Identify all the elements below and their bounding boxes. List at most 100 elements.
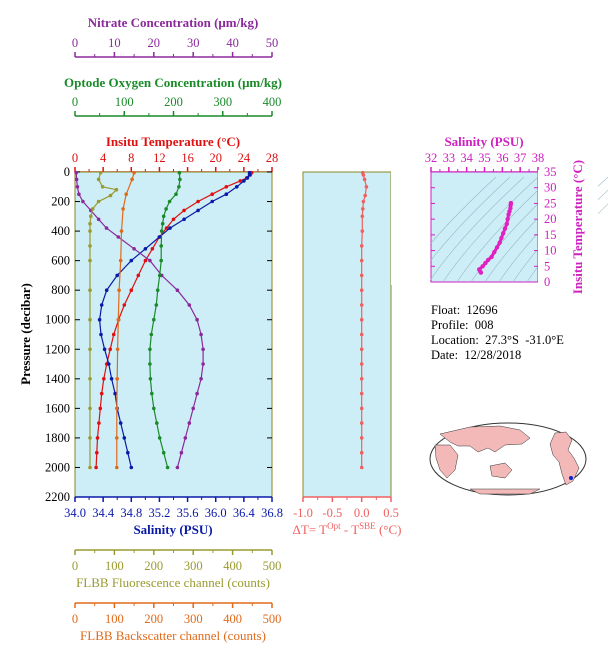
salinity-point [118,421,123,425]
optode-oxygen-concentration-point [161,450,166,455]
nitrate-tick-label: 50 [266,36,279,50]
flbb-fluorescence-channel-point [88,347,92,352]
insitu-temperature-point [150,247,155,251]
delta-t-point [360,214,365,219]
nitrate-tick-label: 0 [72,36,78,50]
nitrate-concentration-point [199,377,203,381]
delta-t-point [359,421,364,425]
nitrate-concentration-point [175,465,180,470]
flbb-fluorescence-channel-point [114,187,119,192]
flbb-fluorescence-channel-point [98,170,103,175]
backscatter-tick-label: 400 [223,612,242,626]
ts-point [477,267,482,272]
delta-t-label-suffix: (°C) [376,522,402,537]
nitrate-axis-label: Nitrate Concentration (μm/kg) [88,15,259,30]
ts-point [485,257,491,263]
nitrate-concentration-point [175,288,180,293]
insitu-temperature-point [238,179,243,183]
delta-t-point [362,177,367,182]
nitrate-concentration-point [132,247,136,251]
flbb-fluorescence-channel-point [100,185,105,189]
optode-oxygen-concentration-point [148,347,152,352]
delta-t-point [359,406,364,411]
nitrate-concentration-point [116,235,121,239]
delta-t-point [359,347,364,352]
backscatter-tick-label: 500 [263,612,282,626]
ts-temperature-tick-label: 10 [544,244,557,258]
fluorescence-tick-label: 300 [184,559,203,573]
oxygen-tick-label: 300 [213,95,232,109]
delta-t-axis-label: ΔT= TOpt - TSBE (°C) [293,521,402,537]
nitrate-concentration-point [148,258,152,263]
delta-t-point [359,332,364,337]
flbb-fluorescence-channel-point [88,465,92,470]
optode-oxygen-concentration-point [167,199,172,204]
flbb-fluorescence-channel-point [96,199,101,204]
ts-point [497,240,502,245]
pressure-tick-label: 600 [51,254,70,268]
delta-t-label-mid: - T [341,522,360,537]
map-landmass-americas [549,431,580,486]
backscatter-axis: 0 100 200 300 400 500 [72,602,282,626]
salinity-point [113,391,117,396]
flbb-backscatter-channel-point [115,406,119,411]
delta-t-tick-label: 0.0 [354,506,370,520]
pressure-tick-label: 1600 [45,401,70,415]
flbb-fluorescence-channel-point [96,177,101,182]
temperature-tick-label: 12 [153,151,166,165]
optode-oxygen-concentration-point [155,421,159,425]
delta-t-point [359,391,364,396]
flbb-backscatter-channel-point [117,288,121,293]
ts-series [477,200,514,275]
backscatter-axis-label: FLBB Backscatter channel (counts) [80,628,266,643]
flbb-backscatter-channel-point [115,347,120,352]
salinity-point [122,436,127,440]
nitrate-concentration-point [201,362,205,366]
ts-temperature-tick-label: 25 [544,196,557,210]
insitu-temperature-point [171,217,176,222]
backscatter-tick-label: 200 [144,612,163,626]
salinity-tick-label: 36.4 [233,506,256,520]
optode-oxygen-concentration-point [159,244,163,248]
oxygen-axis: 0 100 200 300 400 [72,95,281,117]
oxygen-tick-label: 200 [164,95,183,109]
optode-oxygen-concentration-point [178,177,182,182]
ts-point [492,249,497,255]
salinity-point [109,377,114,381]
nitrate-concentration-point [77,192,81,196]
backscatter-tick-label: 100 [105,612,124,626]
salinity-point [126,450,130,455]
delta-t-point [360,229,365,233]
optode-oxygen-concentration-point [161,214,166,219]
pressure-tick-label: 400 [51,224,70,238]
ts-salinity-tick-label: 37 [514,151,527,165]
insitu-temperature-point [111,332,116,337]
flbb-fluorescence-channel-point [88,377,92,381]
salinity-tick-label: 36.8 [261,506,283,520]
salinity-point [235,185,239,189]
date: Date: 12/28/2018 [431,348,522,362]
temperature-tick-label: 4 [100,151,107,165]
delta-t-point [359,436,364,440]
ts-temperature-tick-label: 35 [544,165,557,179]
optode-oxygen-concentration-point [154,303,159,307]
nitrate-concentration-point [195,391,199,396]
float-id: Float: 12696 [431,303,498,317]
ts-point [499,235,504,241]
delta-t-tick-label: -0.5 [322,506,342,520]
pressure-tick-label: 800 [51,283,70,297]
insitu-temperature-point [164,226,169,230]
delta-t-point [359,244,364,248]
delta-t-label-sup1: Opt [327,521,341,531]
salinity-point [224,192,229,196]
pressure-tick-label: 0 [64,165,70,179]
flbb-fluorescence-channel-point [88,288,92,293]
salinity-point [196,208,200,213]
flbb-backscatter-channel-point [124,192,128,196]
nitrate-axis: 0 10 20 30 40 50 [72,36,279,58]
delta-t-point [359,258,364,263]
map-landmass-africa [434,444,459,479]
salinity-point [242,179,246,183]
flbb-fluorescence-channel-point [88,436,92,440]
float-info: Float: 12696 Profile: 008 Location: 27.3… [431,303,564,363]
